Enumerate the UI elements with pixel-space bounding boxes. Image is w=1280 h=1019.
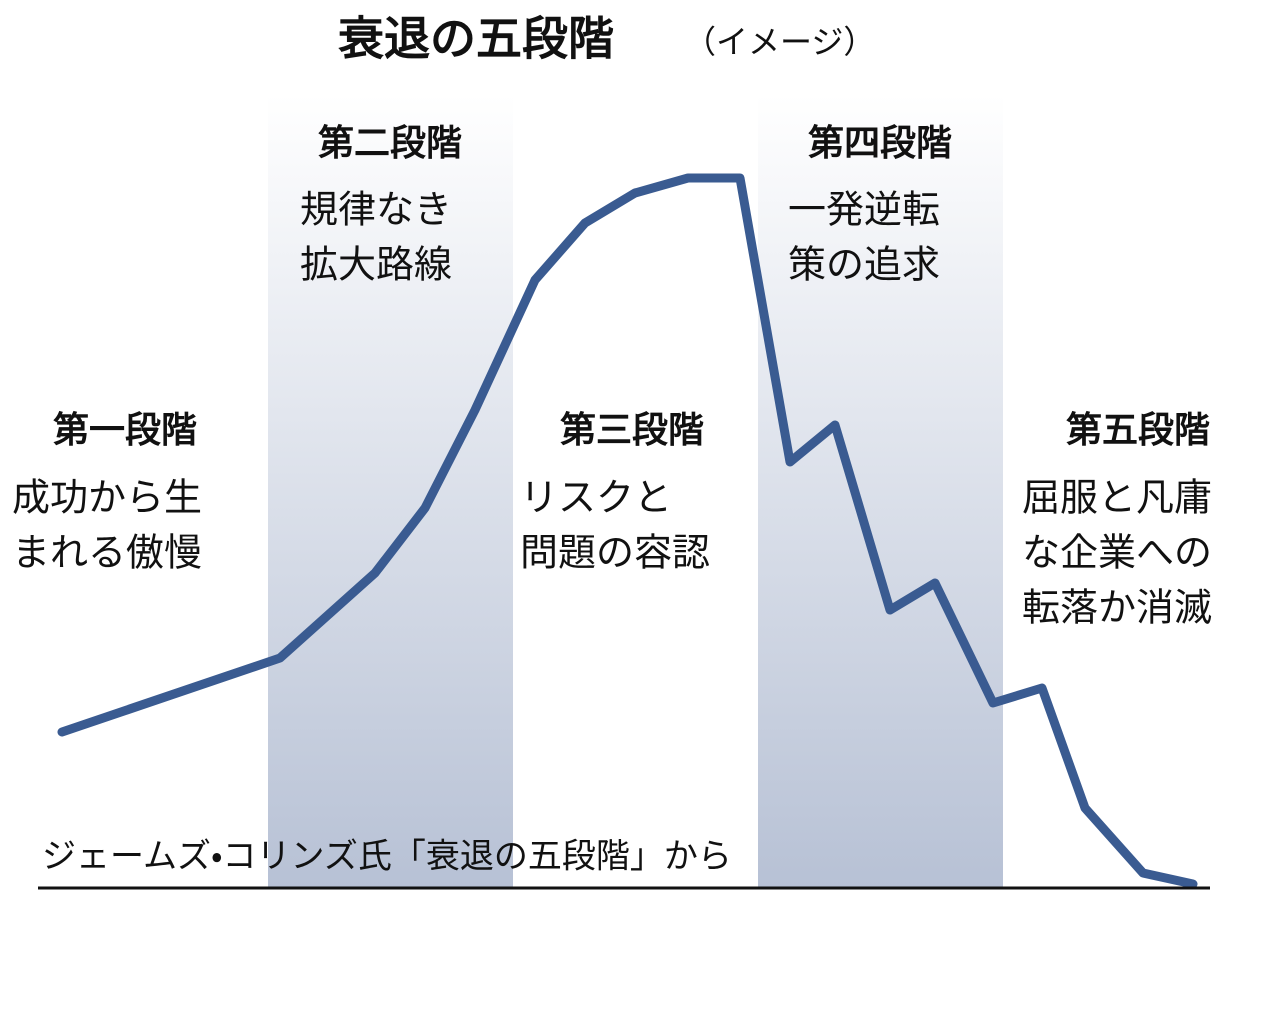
- stage-name: 第五段階: [1066, 410, 1210, 451]
- stage-description: な企業への: [1022, 531, 1212, 575]
- stage-description: リスクと: [520, 476, 672, 520]
- stage-description: 策の追求: [788, 243, 940, 287]
- stage-description: 規律なき: [300, 188, 452, 232]
- stage-description: 成功から生: [12, 476, 202, 520]
- stage-name: 第一段階: [53, 410, 197, 451]
- stage-band: [758, 95, 1003, 888]
- source: ジェームズ・コリンズ氏「衰退の五段階」から: [42, 837, 732, 877]
- stage-description: 一発逆転: [788, 188, 940, 232]
- title: 衰退の五段階: [338, 12, 614, 66]
- stage-description: 拡大路線: [300, 243, 452, 287]
- stage-description: 屈服と凡庸: [1022, 476, 1212, 520]
- decline-curve: [57, 173, 1198, 889]
- stage-name: 第四段階: [808, 123, 952, 164]
- stage-description: まれる傲慢: [12, 531, 202, 575]
- stage-description: 問題の容認: [520, 531, 710, 575]
- stage-description: 転落か消滅: [1022, 586, 1212, 630]
- stage-band: [268, 95, 513, 888]
- stage-name: 第三段階: [560, 410, 704, 451]
- subtitle: （イメージ）: [684, 23, 875, 61]
- stage-name: 第二段階: [318, 123, 462, 164]
